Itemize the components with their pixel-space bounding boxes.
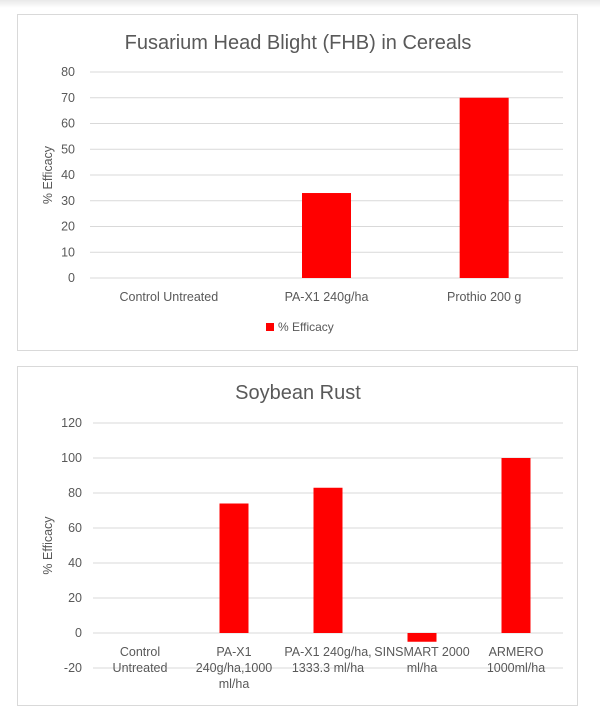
x-category-label: ml/ha	[219, 677, 250, 691]
fhb-chart-panel: Fusarium Head Blight (FHB) in Cereals 0 10…	[17, 14, 578, 351]
y-tick-label: 20	[61, 220, 75, 234]
x-category-label: 240g/ha,1000	[196, 661, 273, 675]
y-tick-label: 30	[61, 194, 75, 208]
x-category-label: SINSMART 2000	[374, 645, 469, 659]
x-category-label: ARMERO	[489, 645, 544, 659]
legend-label: % Efficacy	[278, 320, 334, 334]
x-category-label: PA-X1	[216, 645, 251, 659]
y-axis-label: % Efficacy	[41, 516, 55, 575]
y-tick-label: 80	[68, 486, 82, 500]
x-category-label: Prothio 200 g	[447, 290, 521, 304]
y-tick-label: 80	[61, 65, 75, 79]
bar-4	[407, 633, 437, 642]
y-axis-label: % Efficacy	[41, 145, 55, 204]
fhb-chart: Fusarium Head Blight (FHB) in Cereals 0 10…	[41, 32, 563, 334]
y-tick-label: 0	[75, 626, 82, 640]
chart-title: Fusarium Head Blight (FHB) in Cereals	[125, 32, 472, 54]
y-tick-label: -20	[64, 661, 82, 675]
x-category-label: Control Untreated	[119, 290, 218, 304]
top-divider	[0, 0, 600, 8]
y-tick-label: 0	[68, 271, 75, 285]
bar-3	[459, 97, 509, 278]
x-category-label: Untreated	[113, 661, 168, 675]
bar-2	[302, 193, 351, 278]
soybean-rust-chart: Soybean Rust -20 0 20 40 60 80 100 120 % Efficacy…	[41, 382, 563, 691]
x-category-label: 1333.3 ml/ha	[292, 661, 364, 675]
legend-swatch	[266, 323, 274, 331]
soybean-rust-chart-panel: Soybean Rust -20 0 20 40 60 80 100 120 % Efficacy…	[17, 366, 578, 706]
y-tick-label: 40	[68, 556, 82, 570]
y-tick-label: 60	[68, 521, 82, 535]
bar-2	[219, 503, 249, 633]
y-tick-label: 120	[61, 416, 82, 430]
y-tick-label: 40	[61, 168, 75, 182]
y-tick-label: 100	[61, 451, 82, 465]
x-category-label: ml/ha	[407, 661, 438, 675]
x-category-label: PA-X1 240g/ha,	[284, 645, 371, 659]
y-tick-label: 20	[68, 591, 82, 605]
x-category-label: PA-X1 240g/ha	[285, 290, 369, 304]
y-tick-label: 10	[61, 245, 75, 259]
x-category-label: Control	[120, 645, 160, 659]
x-category-label: 1000ml/ha	[487, 661, 545, 675]
y-tick-label: 60	[61, 117, 75, 131]
chart-title: Soybean Rust	[235, 382, 361, 404]
y-tick-label: 50	[61, 142, 75, 156]
bar-3	[313, 487, 343, 633]
y-tick-label: 70	[61, 91, 75, 105]
bar-5	[501, 458, 531, 633]
